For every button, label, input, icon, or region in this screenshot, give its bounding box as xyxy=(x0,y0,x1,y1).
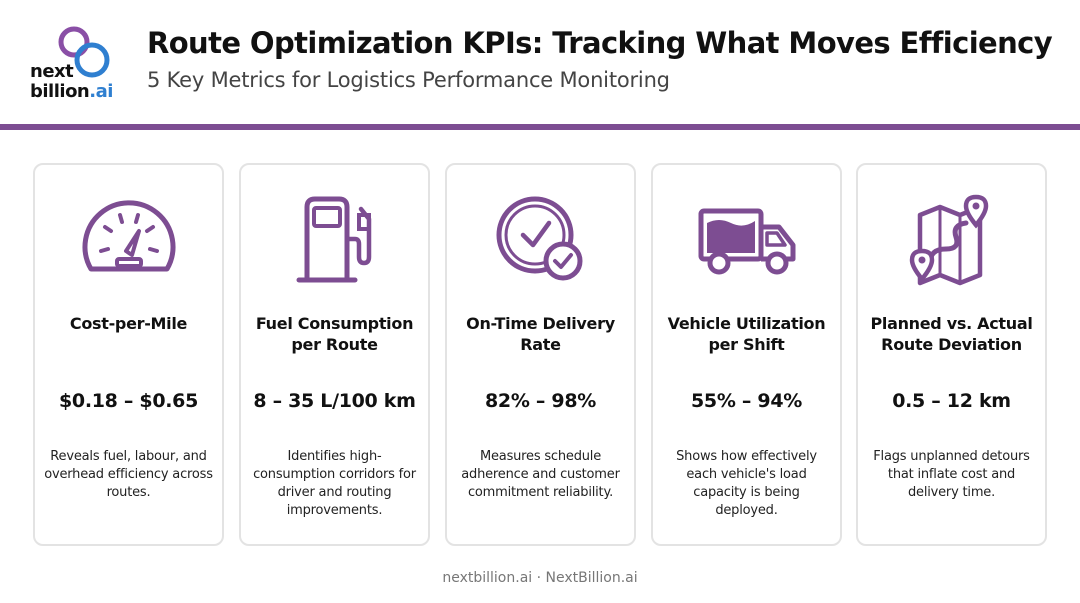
logo-line-1: next xyxy=(30,61,74,82)
kpi-name: Cost-per-Mile xyxy=(69,314,188,333)
kpi-range: 55% – 94% xyxy=(691,390,802,412)
kpi-card-route-deviation: Planned vs. Actual Route Deviation 0.5 –… xyxy=(856,163,1047,546)
logo-mark-icon xyxy=(58,26,110,78)
kpi-range: 8 – 35 L/100 km xyxy=(253,390,416,412)
kpi-range: $0.18 – $0.65 xyxy=(58,390,199,412)
kpi-name: On-Time Delivery Rate xyxy=(466,314,615,354)
page-title: Route Optimization KPIs: Tracking What M… xyxy=(147,26,1053,60)
kpi-cards: Cost-per-Mile $0.18 – $0.65 Reveals fuel… xyxy=(33,163,1047,546)
speedometer-icon xyxy=(82,200,175,272)
footer-credit: nextbillion.ai · NextBillion.ai xyxy=(442,570,638,586)
kpi-description: Shows how effectively each vehicle's loa… xyxy=(676,449,817,518)
fuel-pump-icon xyxy=(296,196,371,283)
kpi-description: Measures schedule adherence and customer… xyxy=(461,449,620,500)
kpi-range: 0.5 – 12 km xyxy=(892,390,1011,412)
kpi-card-cost-per-mile: Cost-per-Mile $0.18 – $0.65 Reveals fuel… xyxy=(33,163,224,546)
kpi-description: Flags unplanned detours that inflate cos… xyxy=(873,449,1030,500)
page-subtitle: 5 Key Metrics for Logistics Performance … xyxy=(147,68,670,92)
kpi-name: Planned vs. Actual Route Deviation xyxy=(870,314,1033,354)
header: next billion.ai Route Optimization KPIs:… xyxy=(0,0,1080,124)
header-divider xyxy=(0,124,1080,130)
kpi-name: Vehicle Utilization per Shift xyxy=(667,314,826,354)
logo-line-2: billion xyxy=(30,81,90,102)
route-map-icon xyxy=(909,194,988,286)
kpi-range: 82% – 98% xyxy=(485,390,596,412)
kpi-description: Identifies high-consumption corridors fo… xyxy=(253,449,416,518)
kpi-card-vehicle-utilization: Vehicle Utilization per Shift 55% – 94% … xyxy=(651,163,842,546)
kpi-card-on-time-delivery: On-Time Delivery Rate 82% – 98% Measures… xyxy=(445,163,636,546)
kpi-name: Fuel Consumption per Route xyxy=(255,314,414,354)
logo-suffix: .ai xyxy=(89,81,113,102)
kpi-description: Reveals fuel, labour, and overhead effic… xyxy=(44,449,213,500)
kpi-card-fuel-consumption: Fuel Consumption per Route 8 – 35 L/100 … xyxy=(239,163,430,546)
delivery-truck-icon xyxy=(698,208,795,275)
nextbillion-logo[interactable]: next billion.ai xyxy=(30,22,120,102)
logo-wordmark: next billion.ai xyxy=(30,62,113,102)
clock-check-icon xyxy=(496,196,582,281)
